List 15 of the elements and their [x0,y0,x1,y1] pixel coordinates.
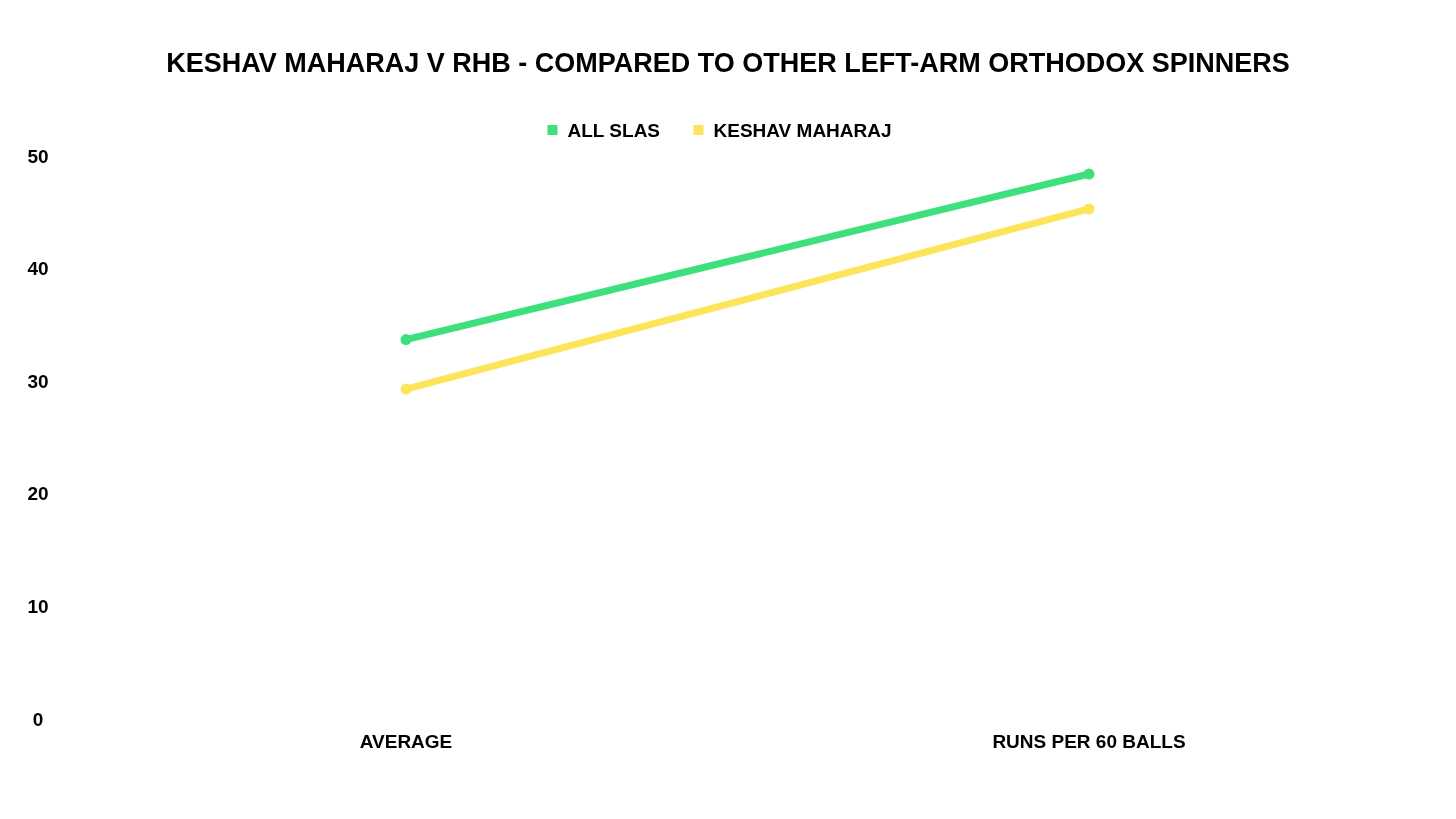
point [1083,203,1095,215]
chart-title: KESHAV MAHARAJ V RHB - COMPARED TO OTHER LEFT-ARM ORTHODOX SPINNERS [166,48,1290,78]
legend-label: KESHAV MAHARAJ [713,119,892,141]
y-tick-label: 0 [32,708,44,730]
y-tick-label: 30 [27,370,49,392]
y-tick-label: 10 [27,596,49,618]
legend-label: ALL SLAS [567,119,661,141]
y-tick-label: 50 [27,145,49,167]
y-tick-label: 40 [27,258,49,280]
x-tick-label: AVERAGE [359,731,453,752]
point [1083,168,1095,180]
point [400,383,412,395]
x-tick-label: RUNS PER 60 BALLS [992,731,1186,752]
y-tick-label: 20 [27,483,49,505]
point [400,334,412,346]
